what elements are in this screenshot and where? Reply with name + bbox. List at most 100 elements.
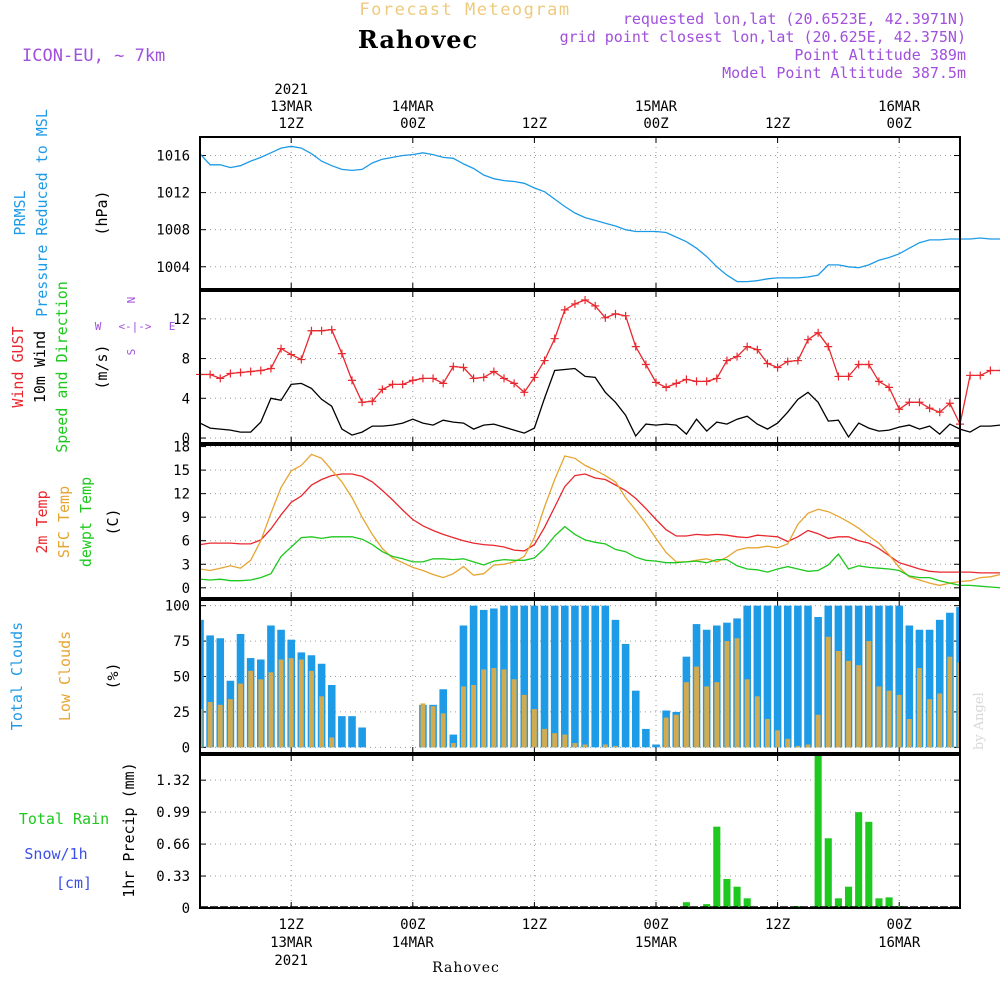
gust-marker [570,299,579,308]
low-cloud-bar [552,733,558,748]
pressure-label-prmsl: PRMSL [11,190,29,235]
sfc-temp-line [199,453,1000,587]
time-label-top: 12Z [765,116,790,132]
total-cloud-bar [925,629,934,748]
total-clouds-label: Total Clouds [8,622,26,730]
compass-east: E [169,320,176,333]
low-cloud-bar [562,734,568,748]
total-cloud-bar [216,638,225,748]
wind-10m-label: 10m Wind [31,331,49,403]
low-cloud-bar [815,714,821,748]
total-cloud-bar [206,635,214,748]
low-cloud-bar [785,738,791,748]
low-cloud-bar [613,745,618,748]
gust-marker [682,375,691,384]
y-tick-label: 1008 [156,223,190,239]
low-cloud-bar [683,682,689,748]
rain-bar [743,898,751,908]
gust-marker [439,379,448,388]
gust-marker [722,356,731,365]
low-cloud-bar [744,679,750,748]
gust-marker [854,360,863,369]
low-cloud-bar [856,665,862,748]
gust-marker [449,362,458,371]
gust-marker [824,342,833,351]
low-cloud-bar [886,690,892,748]
gust-marker [611,309,620,318]
snow-unit-label: [cm] [56,874,92,892]
gust-marker [672,379,681,388]
time-label-bottom: 12Z [522,917,547,933]
time-label-top: 00Z [400,116,425,132]
total-cloud-bar [814,617,822,748]
total-cloud-bar [652,744,660,748]
gust-marker [915,398,924,407]
gust-marker [256,366,265,375]
temp-sfc-label: SFC Temp [55,486,73,558]
gust-marker [864,360,873,369]
gust-marker [986,366,995,375]
total-cloud-bar [449,734,458,748]
gust-marker [935,408,944,417]
compass-west: W [95,320,102,333]
total-cloud-bar [601,605,610,748]
total-cloud-bar [561,605,569,748]
total-cloud-bar [773,605,782,748]
gust-marker [408,376,417,385]
total-cloud-bar [540,605,549,748]
low-cloud-bar [825,636,831,748]
gust-marker [378,385,387,394]
time-label-top: 12Z [279,116,304,132]
wind-speed-line [199,367,1000,439]
time-label-top: 14MAR [392,99,435,115]
y-tick-label: 75 [173,634,190,650]
low-cloud-bar [734,638,740,748]
low-cloud-bar [288,658,294,748]
low-cloud-bar [450,743,456,748]
low-cloud-bar [704,686,710,748]
gust-marker [601,313,610,322]
y-tick-label: 0 [182,431,190,447]
low-cloud-bar [927,699,933,748]
time-label-top: 12Z [522,116,547,132]
snow-label: Snow/1h [24,845,87,863]
low-cloud-bar [200,709,203,748]
gust-marker [631,342,640,351]
time-label-bottom: 14MAR [392,935,435,951]
model-label: ICON-EU, ~ 7km [22,46,165,66]
low-cloud-bar [461,686,466,748]
low-cloud-bar [765,719,770,748]
gust-marker [712,374,721,383]
low-cloud-bar [511,679,517,748]
low-cloud-bar [602,744,608,748]
time-label-top: 00Z [643,116,668,132]
gust-marker [783,357,792,366]
gust-marker [662,383,671,392]
total-cloud-bar [753,605,762,748]
panel-side-labels: PRMSL Pressure Reduced to MSL (hPa) Wind GU… [8,109,175,898]
gust-line [200,299,1000,427]
gust-marker [763,359,772,368]
dewpt-temp-line [199,525,1000,589]
compass-north: N [125,297,138,304]
total-cloud-bar [783,605,792,748]
panel-frame [199,290,961,444]
total-cloud-bar [763,605,772,748]
gust-marker [520,388,529,397]
time-label-bottom: 12Z [279,917,304,933]
low-cloud-bar [714,682,720,748]
y-tick-label: 3 [182,557,190,573]
panel-frame [199,754,961,909]
wind-unit-label: (m/s) [93,344,111,389]
gust-marker [368,397,377,406]
y-tick-label: 1004 [156,260,190,276]
clouds-unit-label: (%) [104,662,122,689]
low-cloud-bar [775,730,781,748]
rain-bar [875,898,883,908]
y-tick-label: 12 [173,487,190,503]
temperature-panel: 0 3 6 9 12 15 18 [173,440,1000,599]
wind-gust-label: Wind GUST [9,326,27,407]
total-cloud-bar [469,605,478,748]
pressure-unit-label: (hPa) [93,190,111,235]
